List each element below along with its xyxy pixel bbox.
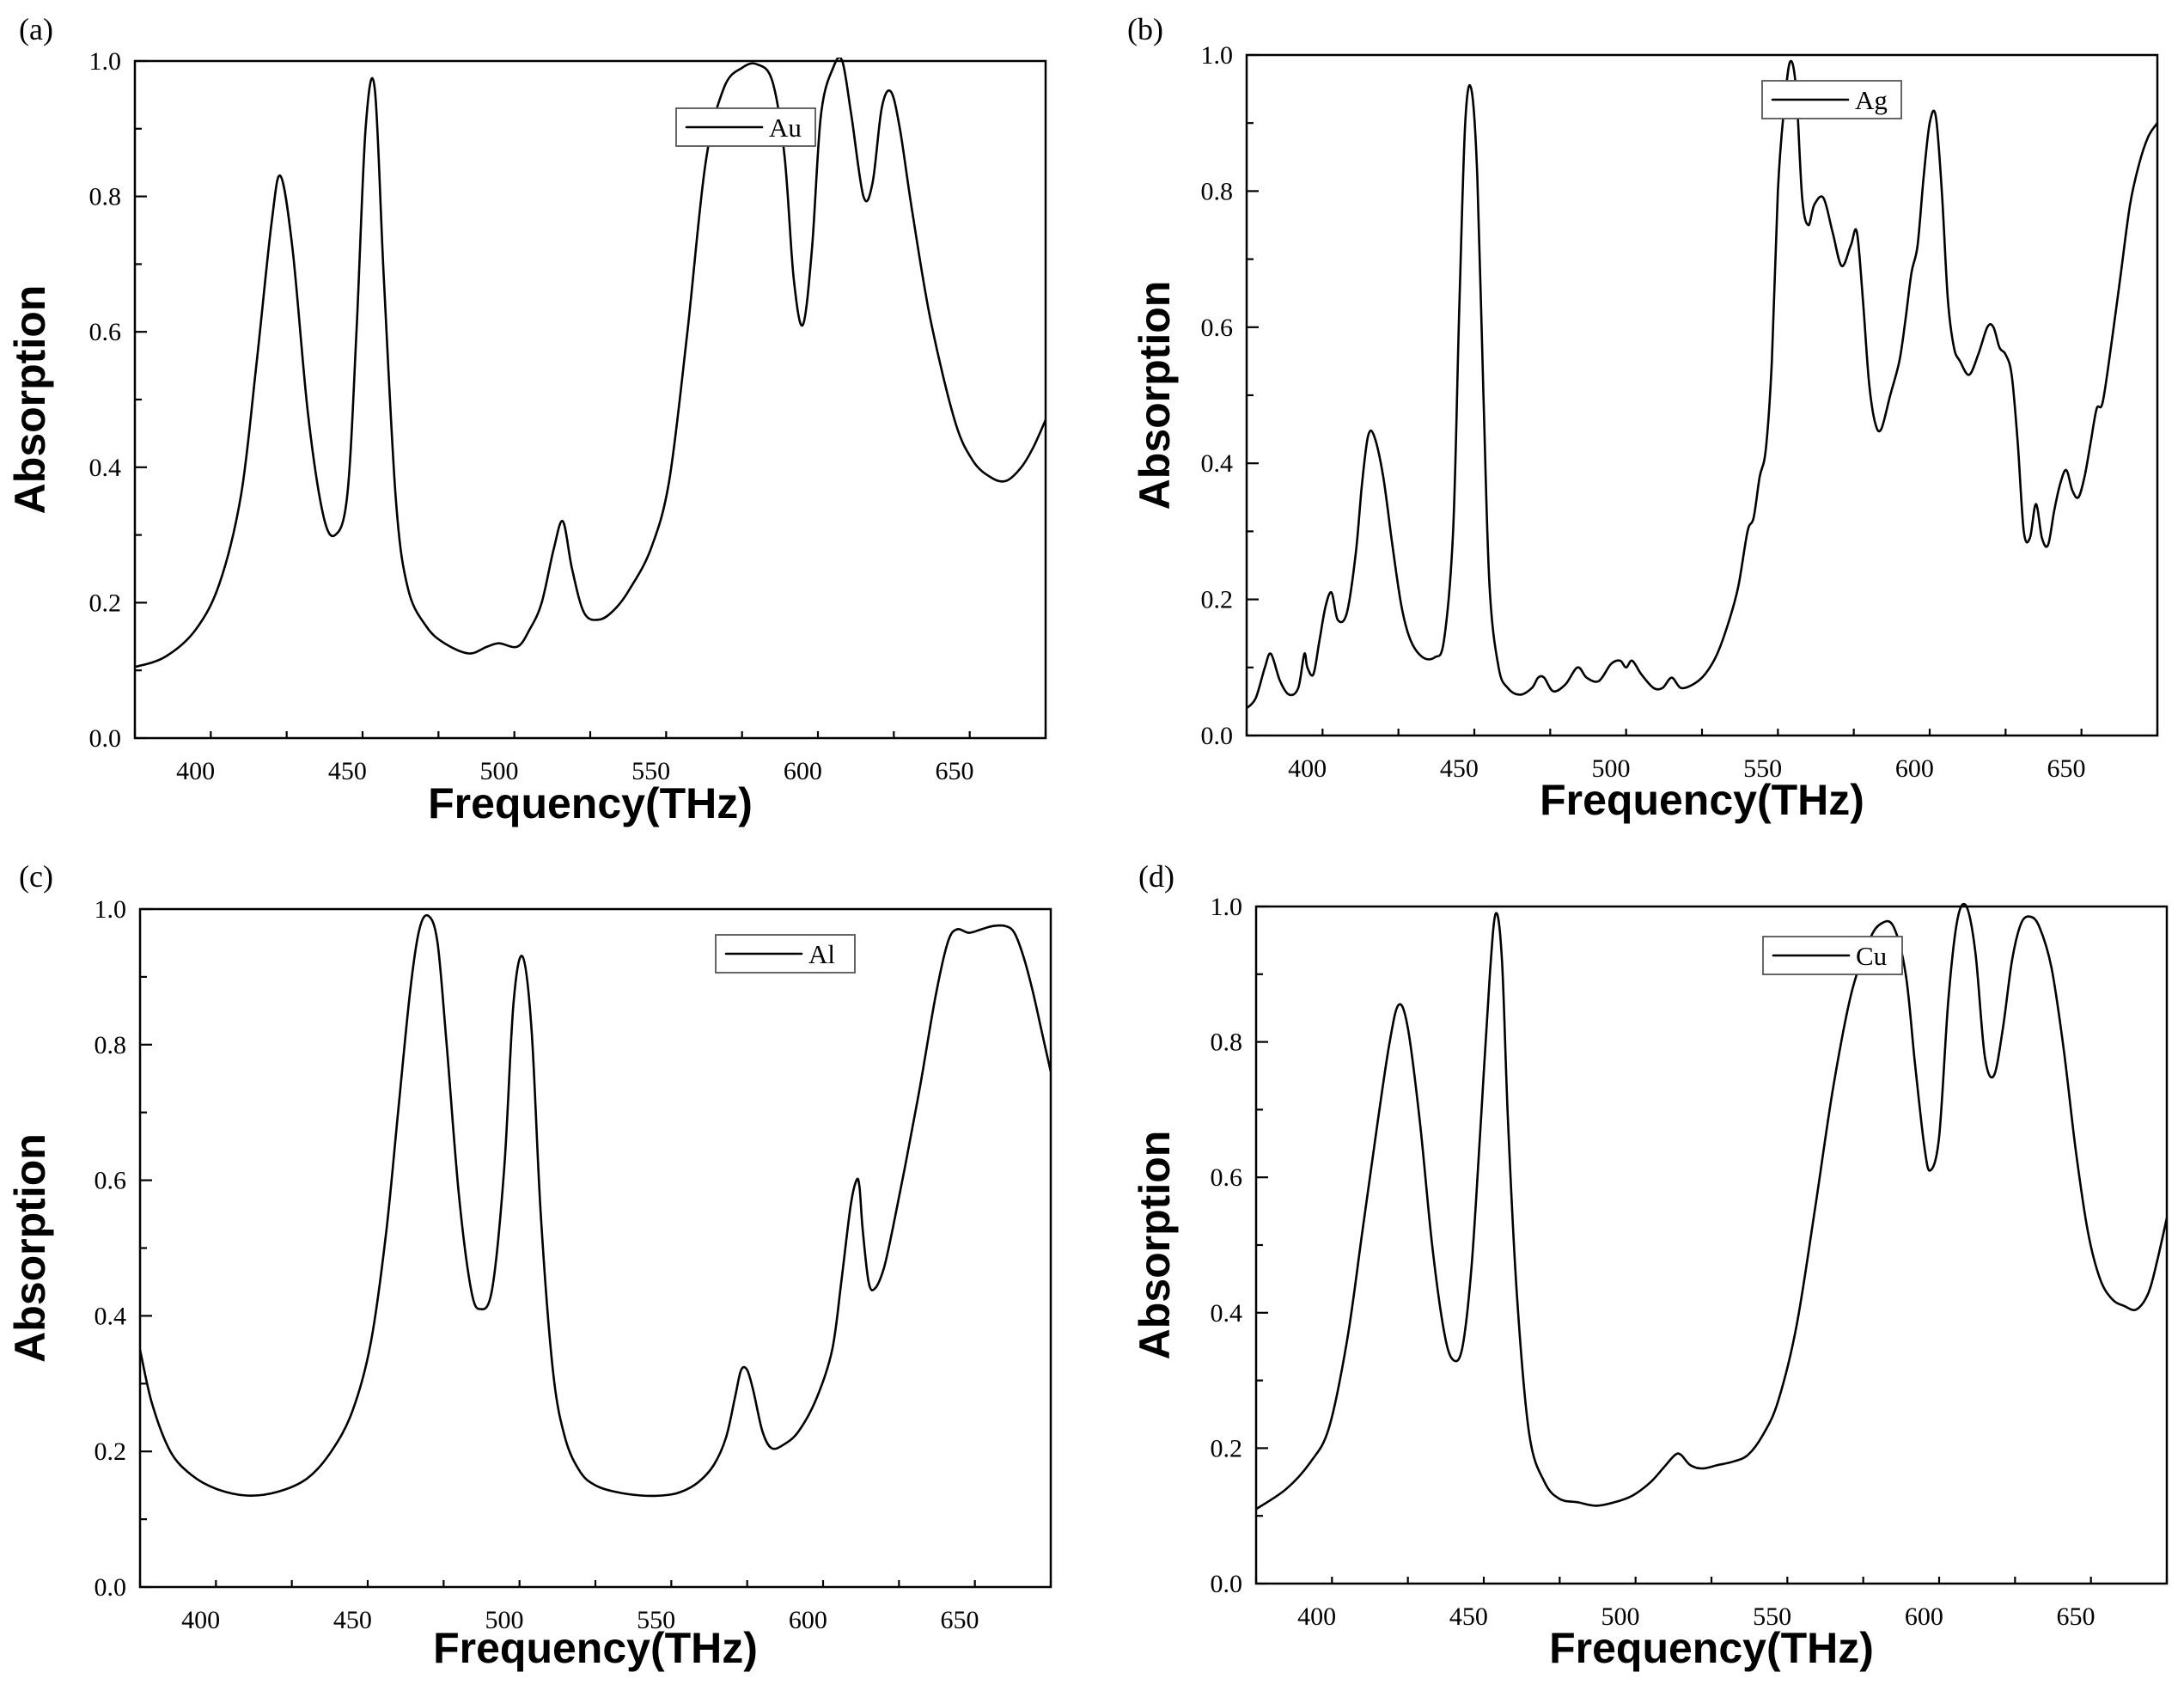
y-tick-label: 0.2 bbox=[1211, 1434, 1243, 1462]
y-tick-label: 0.8 bbox=[89, 183, 122, 211]
y-tick-label: 0.4 bbox=[89, 454, 122, 482]
panel-label: (b) bbox=[1127, 12, 1163, 46]
legend: Cu bbox=[1762, 936, 1903, 975]
x-axis-title: Frequency(THz) bbox=[428, 779, 753, 827]
series-line-au bbox=[135, 58, 1046, 668]
plot-frame bbox=[1254, 905, 2169, 1585]
series-line-al bbox=[140, 913, 1051, 1498]
series-line-ag bbox=[1247, 59, 2157, 710]
legend: Au bbox=[675, 107, 816, 147]
legend-label: Au bbox=[769, 113, 802, 143]
plot-frame bbox=[1245, 53, 2159, 737]
x-tick-label: 450 bbox=[333, 1606, 372, 1634]
y-axis-title: Absorption bbox=[1131, 281, 1179, 510]
y-tick-label: 0.6 bbox=[1211, 1163, 1243, 1192]
y-tick-label: 1.0 bbox=[1201, 41, 1234, 70]
x-tick-label: 650 bbox=[2057, 1602, 2096, 1631]
x-tick-label: 550 bbox=[637, 1606, 675, 1634]
y-tick-label: 0.2 bbox=[1201, 586, 1234, 614]
x-tick-label: 400 bbox=[1288, 754, 1327, 783]
x-tick-label: 400 bbox=[1297, 1602, 1336, 1631]
y-tick-label: 0.4 bbox=[95, 1302, 127, 1330]
y-tick-label: 0.8 bbox=[1201, 177, 1234, 205]
panel-label: (a) bbox=[19, 12, 53, 46]
x-tick-label: 550 bbox=[1743, 754, 1782, 783]
x-tick-label: 650 bbox=[936, 757, 974, 785]
x-tick-label: 550 bbox=[631, 757, 670, 785]
x-tick-label: 500 bbox=[1592, 754, 1631, 783]
y-tick-label: 0.0 bbox=[95, 1573, 127, 1602]
x-axis-title: Frequency(THz) bbox=[433, 1624, 758, 1672]
y-tick-label: 0.0 bbox=[89, 724, 122, 753]
y-tick-label: 0.8 bbox=[95, 1031, 127, 1059]
legend-label: Cu bbox=[1856, 941, 1887, 971]
panel-label: (c) bbox=[19, 859, 53, 894]
x-tick-label: 600 bbox=[784, 757, 822, 785]
x-axis-title: Frequency(THz) bbox=[1540, 776, 1864, 824]
plot-frame bbox=[133, 59, 1047, 740]
y-tick-label: 0.4 bbox=[1211, 1299, 1243, 1328]
panel-label: (d) bbox=[1138, 859, 1174, 894]
x-tick-label: 550 bbox=[1753, 1602, 1791, 1631]
x-tick-label: 600 bbox=[1895, 754, 1934, 783]
y-tick-label: 0.6 bbox=[95, 1167, 127, 1195]
legend-label: Al bbox=[808, 939, 835, 969]
x-tick-label: 500 bbox=[485, 1606, 524, 1634]
x-tick-label: 450 bbox=[328, 757, 367, 785]
y-axis-title: Absorption bbox=[6, 1133, 54, 1363]
x-tick-label: 600 bbox=[789, 1606, 827, 1634]
y-tick-label: 1.0 bbox=[95, 895, 127, 924]
x-tick-label: 450 bbox=[1449, 1602, 1488, 1631]
y-tick-label: 0.8 bbox=[1211, 1029, 1243, 1057]
legend: Ag bbox=[1761, 80, 1902, 119]
x-tick-label: 600 bbox=[1905, 1602, 1943, 1631]
y-axis-title: Absorption bbox=[6, 285, 54, 515]
y-tick-label: 0.0 bbox=[1201, 722, 1234, 750]
x-tick-label: 650 bbox=[2047, 754, 2086, 783]
y-tick-label: 0.6 bbox=[1201, 314, 1234, 342]
legend: Al bbox=[715, 934, 856, 974]
y-tick-label: 0.2 bbox=[95, 1438, 127, 1466]
y-tick-label: 0.6 bbox=[89, 318, 122, 346]
x-tick-label: 650 bbox=[941, 1606, 979, 1634]
x-tick-label: 400 bbox=[176, 757, 215, 785]
chart-panel-c: (c) 400 450 500 550 600 650 0.0 0.2 0.4 0.6 0.8 1.0 F… bbox=[6, 859, 1052, 1672]
x-tick-label: 400 bbox=[181, 1606, 220, 1634]
x-tick-label: 450 bbox=[1440, 754, 1479, 783]
y-axis-title: Absorption bbox=[1131, 1131, 1179, 1360]
x-tick-label: 500 bbox=[1601, 1602, 1640, 1631]
y-tick-label: 0.2 bbox=[89, 589, 122, 617]
x-tick-label: 500 bbox=[480, 757, 519, 785]
chart-panel-a: (a) 400 450 500 550 600 650 0.0 0.2 0.4 0.6 0.8 1.0 F… bbox=[6, 12, 1047, 827]
y-tick-label: 0.0 bbox=[1211, 1570, 1243, 1598]
series-line-cu bbox=[1256, 903, 2167, 1511]
legend-label: Ag bbox=[1855, 85, 1888, 115]
x-axis-title: Frequency(THz) bbox=[1549, 1624, 1874, 1672]
y-tick-label: 1.0 bbox=[1211, 893, 1243, 921]
chart-panel-d: (d) 400 450 500 550 600 650 0.0 0.2 0.4 0.6 0.8 1.0 F… bbox=[1131, 859, 2169, 1672]
y-tick-label: 1.0 bbox=[89, 47, 122, 76]
y-tick-label: 0.4 bbox=[1201, 449, 1234, 478]
chart-panel-b: (b) 400 450 500 550 600 650 0.0 0.2 0.4 0.6 0.8 1.0 F… bbox=[1127, 12, 2159, 824]
